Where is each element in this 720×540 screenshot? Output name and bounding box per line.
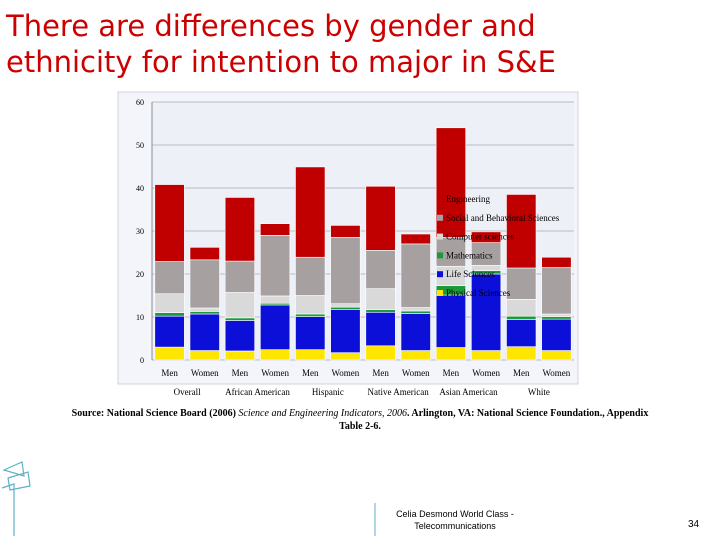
y-tick-label: 60 — [136, 98, 144, 107]
source-citation: Source: National Science Board (2006) Sc… — [70, 407, 650, 433]
x-group-label: Native American — [368, 387, 430, 397]
bar-segment-engineering — [189, 247, 220, 261]
x-category-label: Women — [472, 368, 500, 378]
bar-segment-engineering — [330, 225, 361, 238]
bar-segment-social-and-behavioral-sciences — [260, 235, 291, 297]
legend-label: Computer sciences — [446, 232, 515, 242]
y-tick-label: 10 — [136, 313, 144, 322]
x-group-label: African American — [225, 387, 290, 397]
x-category-label: Women — [543, 368, 571, 378]
slide-title-line-1: There are differences by gender and — [6, 9, 536, 43]
y-tick-label: 50 — [136, 141, 144, 150]
x-category-label: Women — [402, 368, 430, 378]
y-tick-label: 30 — [136, 227, 144, 236]
x-category-label: Men — [161, 368, 178, 378]
bar-segment-engineering — [224, 197, 255, 262]
bar-segment-life-sciences — [471, 273, 502, 351]
bar-segment-life-sciences — [506, 319, 537, 347]
y-tick-label: 0 — [140, 356, 144, 365]
x-category-label: Women — [261, 368, 289, 378]
bar-segment-life-sciences — [295, 316, 326, 350]
bar-segment-life-sciences — [189, 313, 220, 351]
source-title: Science and Engineering Indicators, 2006 — [238, 408, 407, 419]
x-category-label: Men — [232, 368, 249, 378]
legend-swatch — [437, 214, 443, 221]
x-group-label: Asian American — [439, 387, 498, 397]
bar-segment-social-and-behavioral-sciences — [295, 256, 326, 296]
x-category-label: Women — [191, 368, 219, 378]
legend-swatch — [437, 196, 443, 202]
x-category-label: Men — [443, 368, 460, 378]
y-tick-label: 20 — [136, 270, 144, 279]
bar-segment-engineering — [400, 233, 431, 245]
bar-segment-life-sciences — [435, 294, 466, 348]
bar-segment-social-and-behavioral-sciences — [541, 267, 572, 315]
bar-segment-life-sciences — [541, 318, 572, 351]
bar-segment-social-and-behavioral-sciences — [506, 267, 537, 300]
x-category-label: Men — [302, 368, 319, 378]
corner-bracket-icon — [1, 461, 31, 536]
bar-segment-engineering — [154, 184, 185, 262]
legend-label: Mathematics — [446, 250, 493, 260]
legend-swatch — [437, 233, 443, 240]
y-tick-label: 40 — [136, 184, 144, 193]
bar-segment-engineering — [295, 166, 326, 258]
slide-title: There are differences by gender and ethn… — [6, 8, 706, 80]
bar-segment-social-and-behavioral-sciences — [330, 237, 361, 304]
bar-segment-social-and-behavioral-sciences — [189, 259, 220, 309]
source-suffix: . Arlington, VA: National Science Founda… — [339, 408, 649, 432]
bar-segment-life-sciences — [224, 320, 255, 352]
x-category-label: Men — [513, 368, 530, 378]
bar-segment-engineering — [365, 185, 396, 251]
footer-line-1: Celia Desmond World Class - — [396, 509, 514, 519]
legend-swatch — [437, 290, 443, 296]
bar-segment-engineering — [506, 194, 537, 269]
x-group-label: Overall — [174, 387, 201, 397]
slide-title-line-2: ethnicity for intention to major in S&E — [6, 45, 556, 79]
legend-label: Physical Sciences — [446, 288, 511, 298]
footer-line-2: Telecommunications — [414, 521, 496, 531]
x-category-label: Men — [372, 368, 389, 378]
bar-segment-social-and-behavioral-sciences — [224, 260, 255, 293]
legend-label: Social and Behavioral Sciences — [446, 213, 560, 223]
bar-segment-computer-sciences — [224, 292, 255, 319]
legend-swatch — [437, 252, 443, 259]
bar-segment-social-and-behavioral-sciences — [154, 261, 185, 295]
legend-label: Life Sciences — [446, 269, 495, 279]
legend-label: Engineering — [446, 194, 490, 204]
bar-segment-engineering — [541, 256, 572, 268]
x-group-label: Hispanic — [312, 387, 344, 397]
bar-segment-social-and-behavioral-sciences — [365, 250, 396, 289]
slide-footer: Celia Desmond World Class - Telecommunic… — [375, 508, 535, 532]
bar-segment-engineering — [471, 231, 502, 243]
source-prefix: Source: National Science Board (2006) — [71, 408, 239, 419]
legend-swatch — [437, 271, 443, 278]
x-category-label: Women — [332, 368, 360, 378]
page-number: 34 — [688, 519, 700, 530]
x-group-label: White — [528, 387, 550, 397]
bar-segment-engineering — [260, 223, 291, 236]
bar-segment-life-sciences — [260, 304, 291, 350]
